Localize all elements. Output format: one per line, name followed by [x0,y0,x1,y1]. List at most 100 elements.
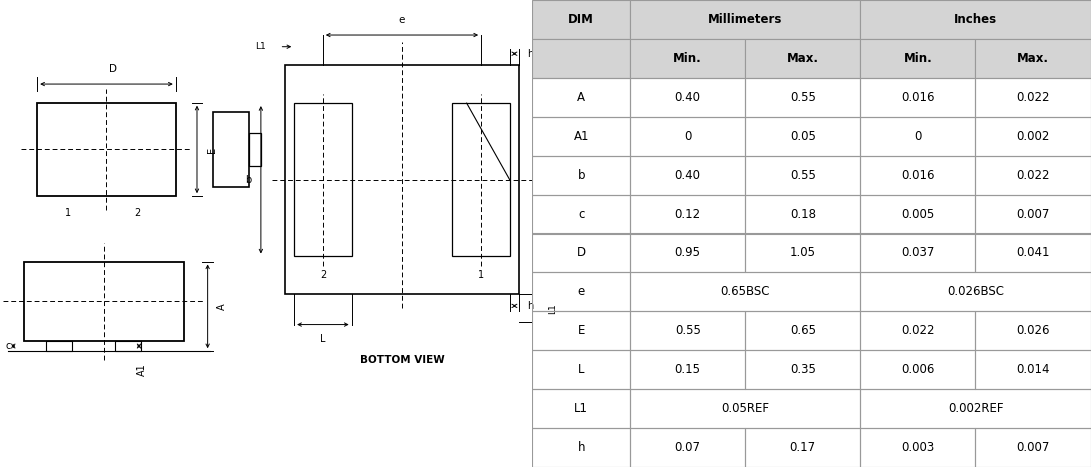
Bar [46,341,72,351]
Text: D: D [109,64,118,74]
Bar [532,78,631,117]
Text: e: e [399,15,405,25]
Text: 0.15: 0.15 [674,363,700,376]
Text: 0.12: 0.12 [674,207,700,220]
Bar [285,65,519,294]
Text: 0.026: 0.026 [1017,324,1050,337]
Bar [861,272,1091,311]
Bar [532,156,631,195]
Text: L1: L1 [574,402,588,415]
Bar [532,272,631,311]
Text: 0.17: 0.17 [790,441,816,454]
Bar [745,195,861,234]
Bar [532,117,631,156]
Text: Inches: Inches [955,13,997,26]
Bar [745,428,861,467]
Text: b: b [245,175,251,185]
Text: 0.016: 0.016 [901,91,935,104]
Text: e: e [577,285,585,298]
Text: A: A [217,303,227,310]
Bar [861,428,975,467]
Text: 0.55: 0.55 [674,324,700,337]
Text: Min.: Min. [673,52,703,65]
Text: L1: L1 [549,303,558,314]
Bar [745,39,861,78]
Bar [861,389,1091,428]
Bar [745,78,861,117]
Bar [861,311,975,350]
Bar [631,311,745,350]
Text: 0.041: 0.041 [1017,247,1050,260]
Text: 0.002REF: 0.002REF [948,402,1004,415]
Bar [631,389,861,428]
Text: 0.014: 0.014 [1017,363,1050,376]
Text: 0.037: 0.037 [901,247,935,260]
Bar [631,350,745,389]
Text: 2: 2 [134,208,140,218]
Bar [532,311,631,350]
Text: 0.55: 0.55 [790,91,816,104]
Bar [861,350,975,389]
Text: 0.05REF: 0.05REF [721,402,769,415]
Text: 0.022: 0.022 [1017,169,1050,182]
Bar [532,428,631,467]
Text: 1: 1 [64,208,71,218]
Bar [861,117,975,156]
Text: b: b [577,169,585,182]
Text: L: L [320,334,325,344]
Text: E: E [206,146,217,153]
Bar [631,156,745,195]
Text: 0.007: 0.007 [1017,207,1050,220]
Bar [745,311,861,350]
Text: 0.003: 0.003 [901,441,935,454]
Bar [861,0,1091,39]
Text: 2: 2 [320,270,326,281]
Bar [115,341,141,351]
Bar [975,117,1091,156]
Text: h: h [527,49,533,59]
Bar [745,350,861,389]
Text: 0.026BSC: 0.026BSC [947,285,1004,298]
Text: c: c [578,207,585,220]
Bar [532,0,631,39]
Text: 0.40: 0.40 [674,169,700,182]
Text: 0.40: 0.40 [674,91,700,104]
Bar [213,112,249,187]
Text: h: h [577,441,585,454]
Text: A: A [577,91,585,104]
Text: 0.95: 0.95 [674,247,700,260]
Text: Millimeters: Millimeters [708,13,782,26]
Bar [295,103,351,256]
Text: 0.65: 0.65 [790,324,816,337]
Bar [532,389,631,428]
Text: c: c [5,341,11,351]
Text: L1: L1 [255,42,266,51]
Bar [532,195,631,234]
Bar [532,350,631,389]
Text: 0.007: 0.007 [1017,441,1050,454]
Bar [631,117,745,156]
Bar [631,0,861,39]
Text: A1: A1 [574,130,589,143]
Bar [453,103,509,256]
Bar [861,39,975,78]
Text: D: D [577,247,586,260]
Text: E: E [577,324,585,337]
Bar [975,428,1091,467]
Bar [631,78,745,117]
Text: Max.: Max. [1017,52,1050,65]
Text: 0: 0 [914,130,922,143]
Bar [37,103,176,196]
Text: A1: A1 [136,363,146,375]
Bar [861,195,975,234]
Bar [24,262,183,341]
Text: Min.: Min. [903,52,932,65]
Bar [975,195,1091,234]
Bar [631,195,745,234]
Bar [631,234,745,272]
Text: 0: 0 [684,130,692,143]
Text: h: h [527,301,533,311]
Text: 0.006: 0.006 [901,363,935,376]
Text: Max.: Max. [787,52,818,65]
Text: 0.016: 0.016 [901,169,935,182]
